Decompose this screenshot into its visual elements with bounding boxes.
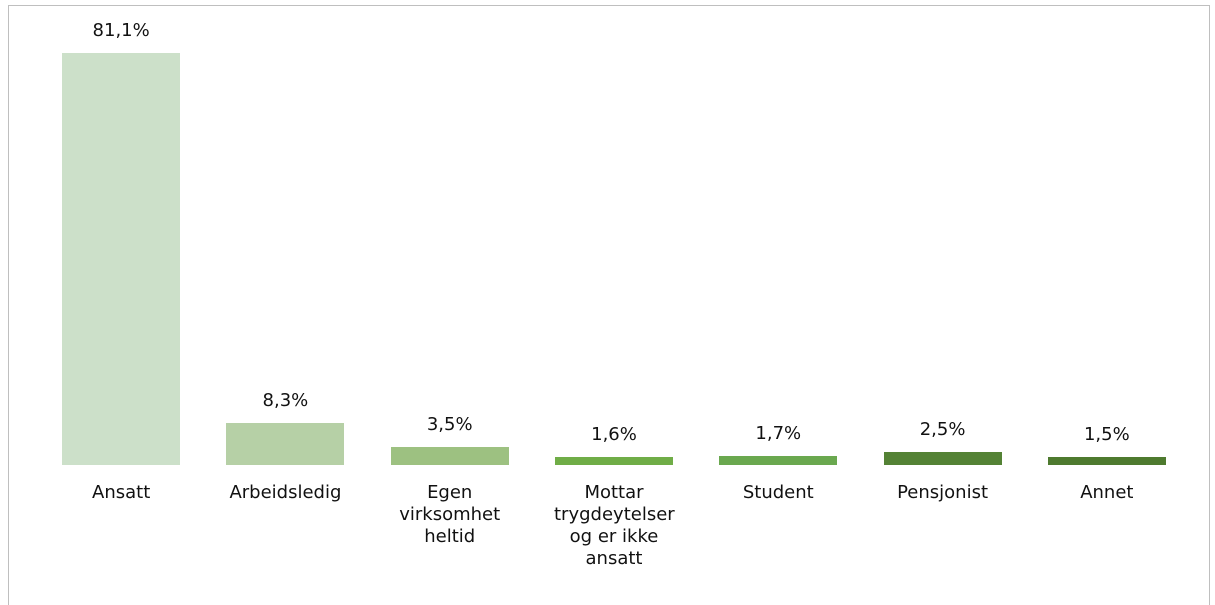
bar [390, 447, 509, 465]
x-tick-label: Egen virksomhet heltid [399, 482, 501, 547]
x-tick-label: Ansatt [92, 482, 151, 503]
data-label: 8,3% [262, 389, 309, 411]
x-tick-label: Student [742, 482, 814, 503]
data-label: 1,7% [755, 423, 802, 445]
data-label: 1,6% [591, 423, 637, 445]
bar [719, 456, 838, 465]
data-label: 2,5% [919, 419, 966, 441]
data-label: 1,5% [1083, 424, 1130, 446]
bar [1047, 457, 1166, 465]
data-label: 81,1% [92, 20, 150, 41]
bar [226, 422, 345, 465]
data-label: 3,5% [426, 414, 473, 436]
chart-frame [8, 5, 1210, 605]
x-tick-label: Arbeidsledig [229, 482, 342, 503]
bar [555, 456, 673, 465]
x-tick-label: Mottar trygdeytelser og er ikke ansatt [554, 482, 675, 569]
x-tick-label: Annet [1080, 482, 1134, 503]
bar [62, 53, 181, 465]
bar [883, 452, 1002, 465]
x-tick-label: Pensjonist [897, 482, 989, 503]
